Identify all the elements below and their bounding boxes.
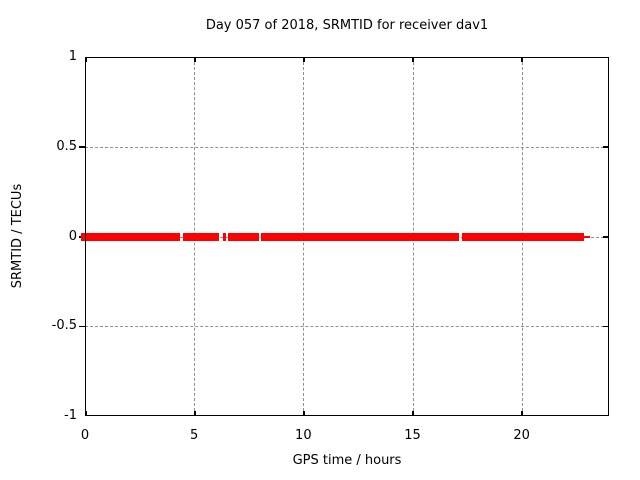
x-tick-top [302,57,305,62]
x-tick-top [193,57,196,62]
y-tick-left-outward [79,325,85,328]
y-tick-label: -1 [64,408,77,423]
x-tick-label: 5 [190,428,199,443]
y-tick-right [603,325,609,328]
x-tick-bottom [521,411,524,416]
y-tick-right [603,146,609,148]
x-tick-label: 0 [80,428,90,443]
gridline-y [85,326,609,328]
series-segment [81,232,181,241]
series-segment [182,232,220,241]
x-axis-title: GPS time / hours [292,453,402,468]
y-tick-label: 0.5 [56,138,77,154]
series-segment [227,232,259,241]
series-thin-tail [584,235,590,238]
gridline-y [85,146,609,148]
x-tick-bottom [193,411,196,416]
series-segment [261,232,459,241]
y-tick-right [603,236,609,238]
x-tick-top [412,57,414,62]
series-segment [461,232,585,241]
x-tick-label: 15 [404,428,421,443]
series-segment [223,232,226,241]
y-tick-left-outward [79,146,85,148]
x-tick-label: 10 [295,428,312,443]
x-tick-label: 20 [513,428,530,443]
y-tick-label: 1 [68,49,77,64]
plot-area [79,57,609,416]
y-tick-label: -0.5 [51,318,77,334]
x-tick-bottom [412,411,414,416]
x-tick-bottom [302,411,305,416]
chart-title: Day 057 of 2018, SRMTID for receiver dav… [205,18,489,33]
x-tick-top [521,57,524,62]
series-layer [81,57,609,416]
y-tick-label: 0 [68,228,77,244]
